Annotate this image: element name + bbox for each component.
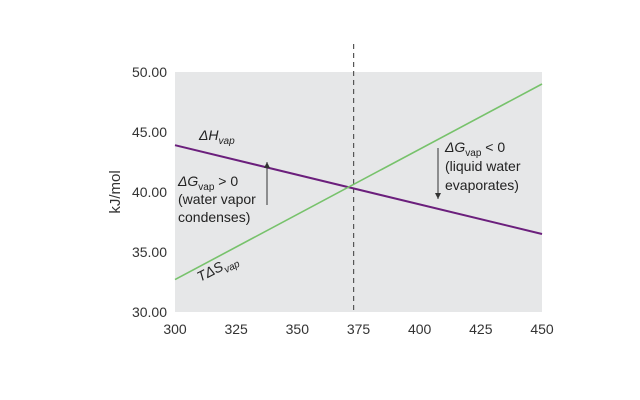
annotation-left-sub: vap	[198, 182, 215, 193]
ticks: 300 325 350 375 400 425 450 30.00 35.00 40.00 45.0…	[132, 64, 554, 337]
x-tick-label: 425	[469, 321, 493, 337]
y-tick-label: 45.00	[132, 124, 167, 140]
annotation-right-line2: (liquid water	[445, 158, 521, 174]
annotation-right-pre: ΔG	[444, 139, 465, 155]
series-line-tds	[174, 83, 543, 281]
plot-area	[175, 72, 542, 312]
y-tick-label: 30.00	[132, 304, 167, 320]
y-axis-label: kJ/mol	[107, 170, 124, 213]
annotation-right-line1: ΔGvap < 0	[444, 139, 505, 159]
x-tick-label: 325	[224, 321, 248, 337]
dh-label-sub: vap	[219, 136, 236, 147]
annotation-arrows	[264, 148, 441, 205]
annotation-left-pre: ΔG	[177, 173, 198, 189]
annotation-left-line1: ΔGvap > 0	[177, 173, 238, 193]
annotation-right-post: < 0	[481, 139, 505, 155]
y-tick-label: 35.00	[132, 244, 167, 260]
x-tick-label: 400	[408, 321, 432, 337]
annotation-right-line3: evaporates)	[445, 177, 519, 193]
series-line-dh	[174, 144, 543, 235]
x-tick-label: 450	[530, 321, 554, 337]
y-tick-label: 40.00	[132, 184, 167, 200]
x-tick-label: 375	[347, 321, 371, 337]
annotation-left-line2: (water vapor	[178, 191, 256, 207]
annotation-right-sub: vap	[465, 148, 482, 159]
dh-series-label: ΔHvap	[198, 127, 235, 147]
series	[174, 83, 543, 281]
dh-label-main: ΔH	[198, 127, 219, 143]
annotation-right-arrow-head	[435, 193, 441, 199]
y-tick-label: 50.00	[132, 64, 167, 80]
x-tick-label: 350	[286, 321, 310, 337]
x-tick-label: 300	[163, 321, 187, 337]
annotation-left-arrow-head	[264, 162, 270, 168]
annotation-left-post: > 0	[214, 173, 238, 189]
annotation-left-line3: condenses)	[178, 209, 250, 225]
